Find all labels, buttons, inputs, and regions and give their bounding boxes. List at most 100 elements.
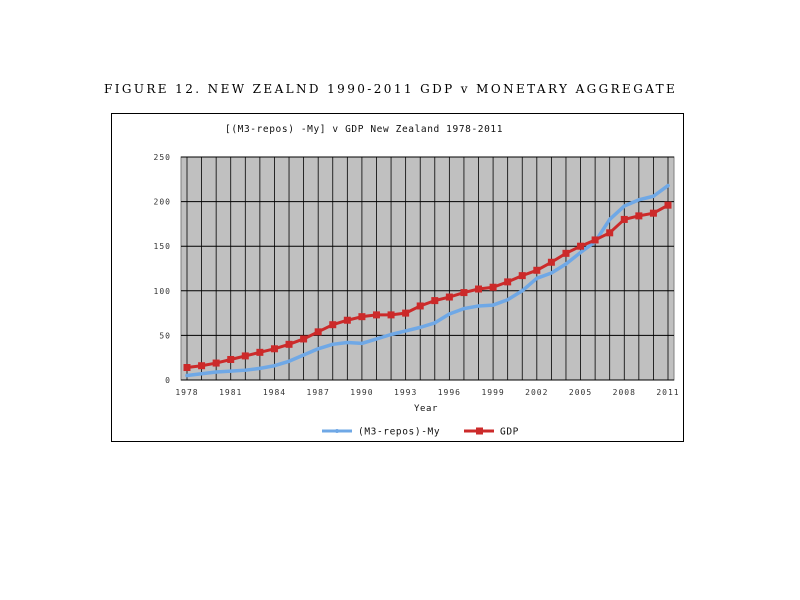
x-tick-label: 2008 [613,388,636,397]
gdp-point [664,201,672,209]
chart-title: [(M3-repos) -My] v GDP New Zealand 1978-… [225,124,503,135]
m3-point [564,262,568,266]
gdp-point [431,297,439,305]
gdp-point [241,352,249,360]
axes: 0 50 100 150 200 250 1978 1981 1984 1987 1990 1993 1… [154,153,679,397]
m3-point [418,325,422,329]
m3-point [491,303,495,307]
plot-area [180,156,675,381]
m3-point [258,366,262,371]
gdp-point [489,283,497,291]
m3-point [637,198,641,202]
legend: (M3-repos)-My GDP [322,427,519,438]
gdp-point [591,236,599,244]
x-tick-label: 2002 [525,388,548,397]
m3-point [272,364,277,368]
series-line-m3 [185,183,670,378]
gdp-point [577,242,585,250]
gdp-point [343,316,351,324]
gdp-point [183,364,191,372]
m3-point [302,353,306,357]
legend-swatch-marker [335,429,339,433]
x-tick-label: 1993 [394,388,417,397]
gdp-point [227,355,235,363]
gdp-point [270,345,278,353]
x-axis-label: Year [414,404,438,414]
y-tick-label: 0 [165,376,171,385]
x-tick-label: 1999 [481,388,504,397]
m3-point [331,342,335,346]
legend-swatch-marker [476,427,483,435]
x-tick-label: 1996 [438,388,461,397]
m3-point [578,250,583,255]
m3-point [404,329,408,333]
x-tick-label: 1987 [307,388,330,397]
gdp-point [475,285,483,293]
m3-point [199,372,204,376]
x-tick-label: 1984 [263,388,286,397]
x-tick-label: 2005 [569,388,592,397]
m3-point [229,369,233,373]
gdp-point [372,311,380,319]
gdp-point [212,359,220,367]
gdp-point [620,215,628,223]
m3-point [506,298,510,302]
x-tick-label: 2011 [656,388,679,397]
m3-point [374,337,379,341]
m3-point [214,370,218,374]
gdp-point [358,313,366,321]
figure-caption: FIGURE 12. NEW ZEALND 1990-2011 GDP v MO… [104,82,678,96]
gdp-point [518,272,526,280]
x-tick-label: 1990 [350,388,373,397]
gdp-point [285,340,293,348]
gdp-point [547,258,555,266]
gdp-point [198,362,206,370]
gdp-point [606,229,614,237]
m3-point [622,204,626,208]
m3-point [345,340,349,345]
m3-point [520,289,524,293]
gridlines [181,156,674,380]
line-chart: [(M3-repos) -My] v GDP New Zealand 1978-… [154,124,679,438]
gdp-point [445,293,453,301]
gdp-point [416,302,424,310]
m3-point [287,359,291,363]
gdp-point [649,209,657,217]
y-tick-label: 150 [154,242,171,251]
x-tick-label: 1981 [219,388,242,397]
gdp-point [329,321,337,329]
legend-label: (M3-repos)-My [358,427,440,438]
m3-point [185,373,189,378]
gdp-point [533,266,541,274]
y-tick-label: 250 [154,153,171,162]
y-tick-label: 200 [154,198,171,207]
gdp-point [635,212,643,220]
gdp-point [402,309,410,317]
chart-container: [(M3-repos) -My] v GDP New Zealand 1978-… [111,113,684,442]
legend-label: GDP [500,427,519,438]
gdp-point [460,289,468,297]
gdp-point [504,278,512,286]
m3-point [651,194,656,198]
m3-point [447,312,451,316]
m3-point [360,341,364,346]
m3-point [433,321,437,325]
y-tick-label: 100 [154,287,171,296]
y-tick-label: 50 [159,331,171,340]
gdp-point [256,348,264,356]
m3-point [476,304,481,308]
gdp-point [314,328,322,336]
m3-point [462,307,466,311]
m3-point [535,276,539,280]
m3-point [389,332,393,337]
gdp-point [562,249,570,257]
m3-point [243,368,247,372]
m3-point [608,217,612,222]
x-tick-label: 1978 [175,388,198,397]
series-line-gdp [185,203,670,370]
gdp-point [387,311,395,319]
m3-point [316,347,320,351]
m3-point [549,271,553,275]
gdp-point [300,335,308,343]
series-layer [183,183,672,378]
